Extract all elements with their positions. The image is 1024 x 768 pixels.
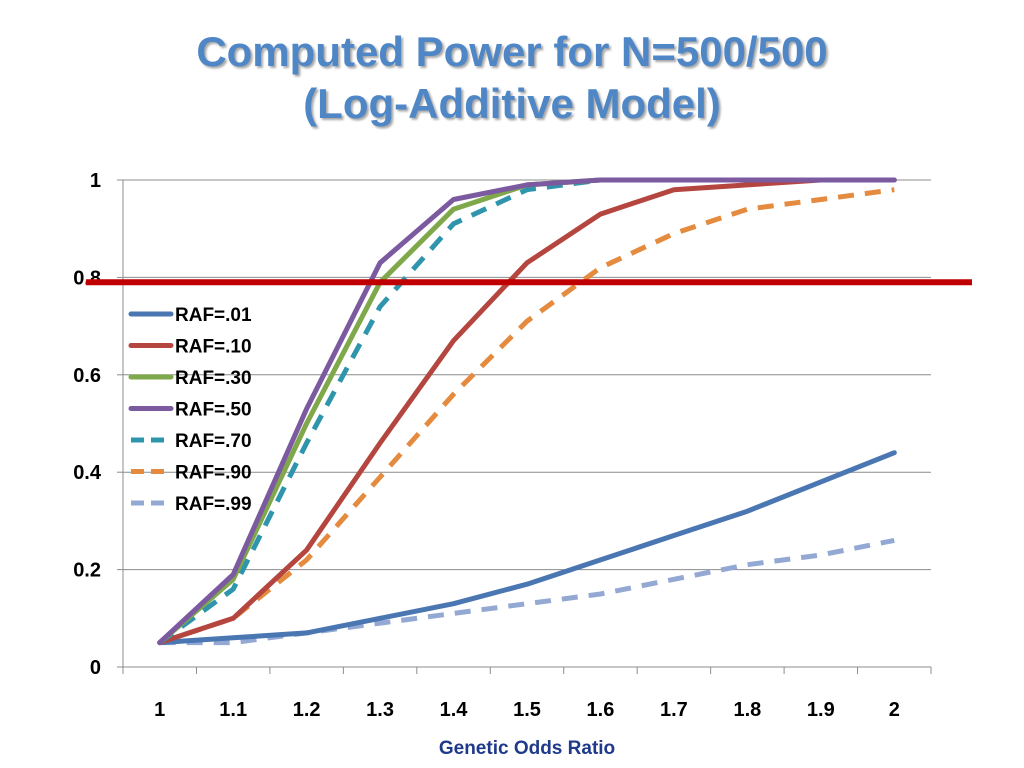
series-line-4	[158, 177, 895, 645]
x-tick-label-9: 1.9	[807, 699, 835, 721]
x-tick-label-8: 1.8	[733, 699, 761, 721]
x-tick-label-10: 2	[889, 699, 900, 721]
series-line-5	[158, 187, 895, 645]
series-line-3	[157, 177, 897, 646]
series-lines	[157, 177, 897, 646]
x-tick-label-7: 1.7	[660, 699, 688, 721]
y-tick-label-3: 0.6	[73, 365, 101, 387]
y-tick-label-4: 0.8	[73, 267, 101, 289]
x-axis-title: Genetic Odds Ratio	[439, 738, 615, 759]
x-tick-labels: 1 1.1 1.2 1.3 1.4 1.5 1.6 1.7 1.8 1.9 2	[154, 699, 900, 721]
y-tick-label-0: 0	[90, 657, 101, 679]
legend-label-3: RAF=.50	[175, 400, 252, 421]
x-tick-label-5: 1.5	[513, 699, 541, 721]
legend-label-5: RAF=.90	[175, 463, 252, 484]
y-tick-label-1: 0.2	[73, 560, 101, 582]
x-tick-label-3: 1.3	[366, 699, 394, 721]
y-tick-label-5: 1	[90, 170, 101, 192]
y-tick-label-2: 0.4	[73, 462, 102, 484]
x-tick-label-4: 1.4	[440, 699, 469, 721]
series-line-2	[157, 177, 897, 646]
legend: RAF=.01 RAF=.10 RAF=.30 RAF=.50 RAF=.70 RAF=.…	[128, 305, 252, 515]
slide-title: Computed Power for N=500/500 (Log-Additi…	[0, 26, 1024, 130]
x-tick-label-1: 1.1	[219, 699, 247, 721]
axes	[117, 179, 932, 674]
series-line-1	[157, 177, 897, 646]
slide-title-line-2: (Log-Additive Model)	[303, 80, 721, 127]
x-tick-label-6: 1.6	[587, 699, 615, 721]
slide-title-line-1: Computed Power for N=500/500	[196, 28, 828, 75]
x-tick-label-2: 1.2	[293, 699, 321, 721]
legend-label-1: RAF=.10	[175, 337, 252, 358]
legend-label-2: RAF=.30	[175, 368, 252, 389]
legend-label-0: RAF=.01	[175, 305, 252, 326]
y-tick-labels: 0 0.2 0.4 0.6 0.8 1	[73, 170, 102, 679]
legend-label-4: RAF=.70	[175, 431, 252, 452]
series-line-0	[157, 450, 897, 646]
x-tick-label-0: 1	[154, 699, 165, 721]
legend-label-6: RAF=.99	[175, 494, 252, 515]
